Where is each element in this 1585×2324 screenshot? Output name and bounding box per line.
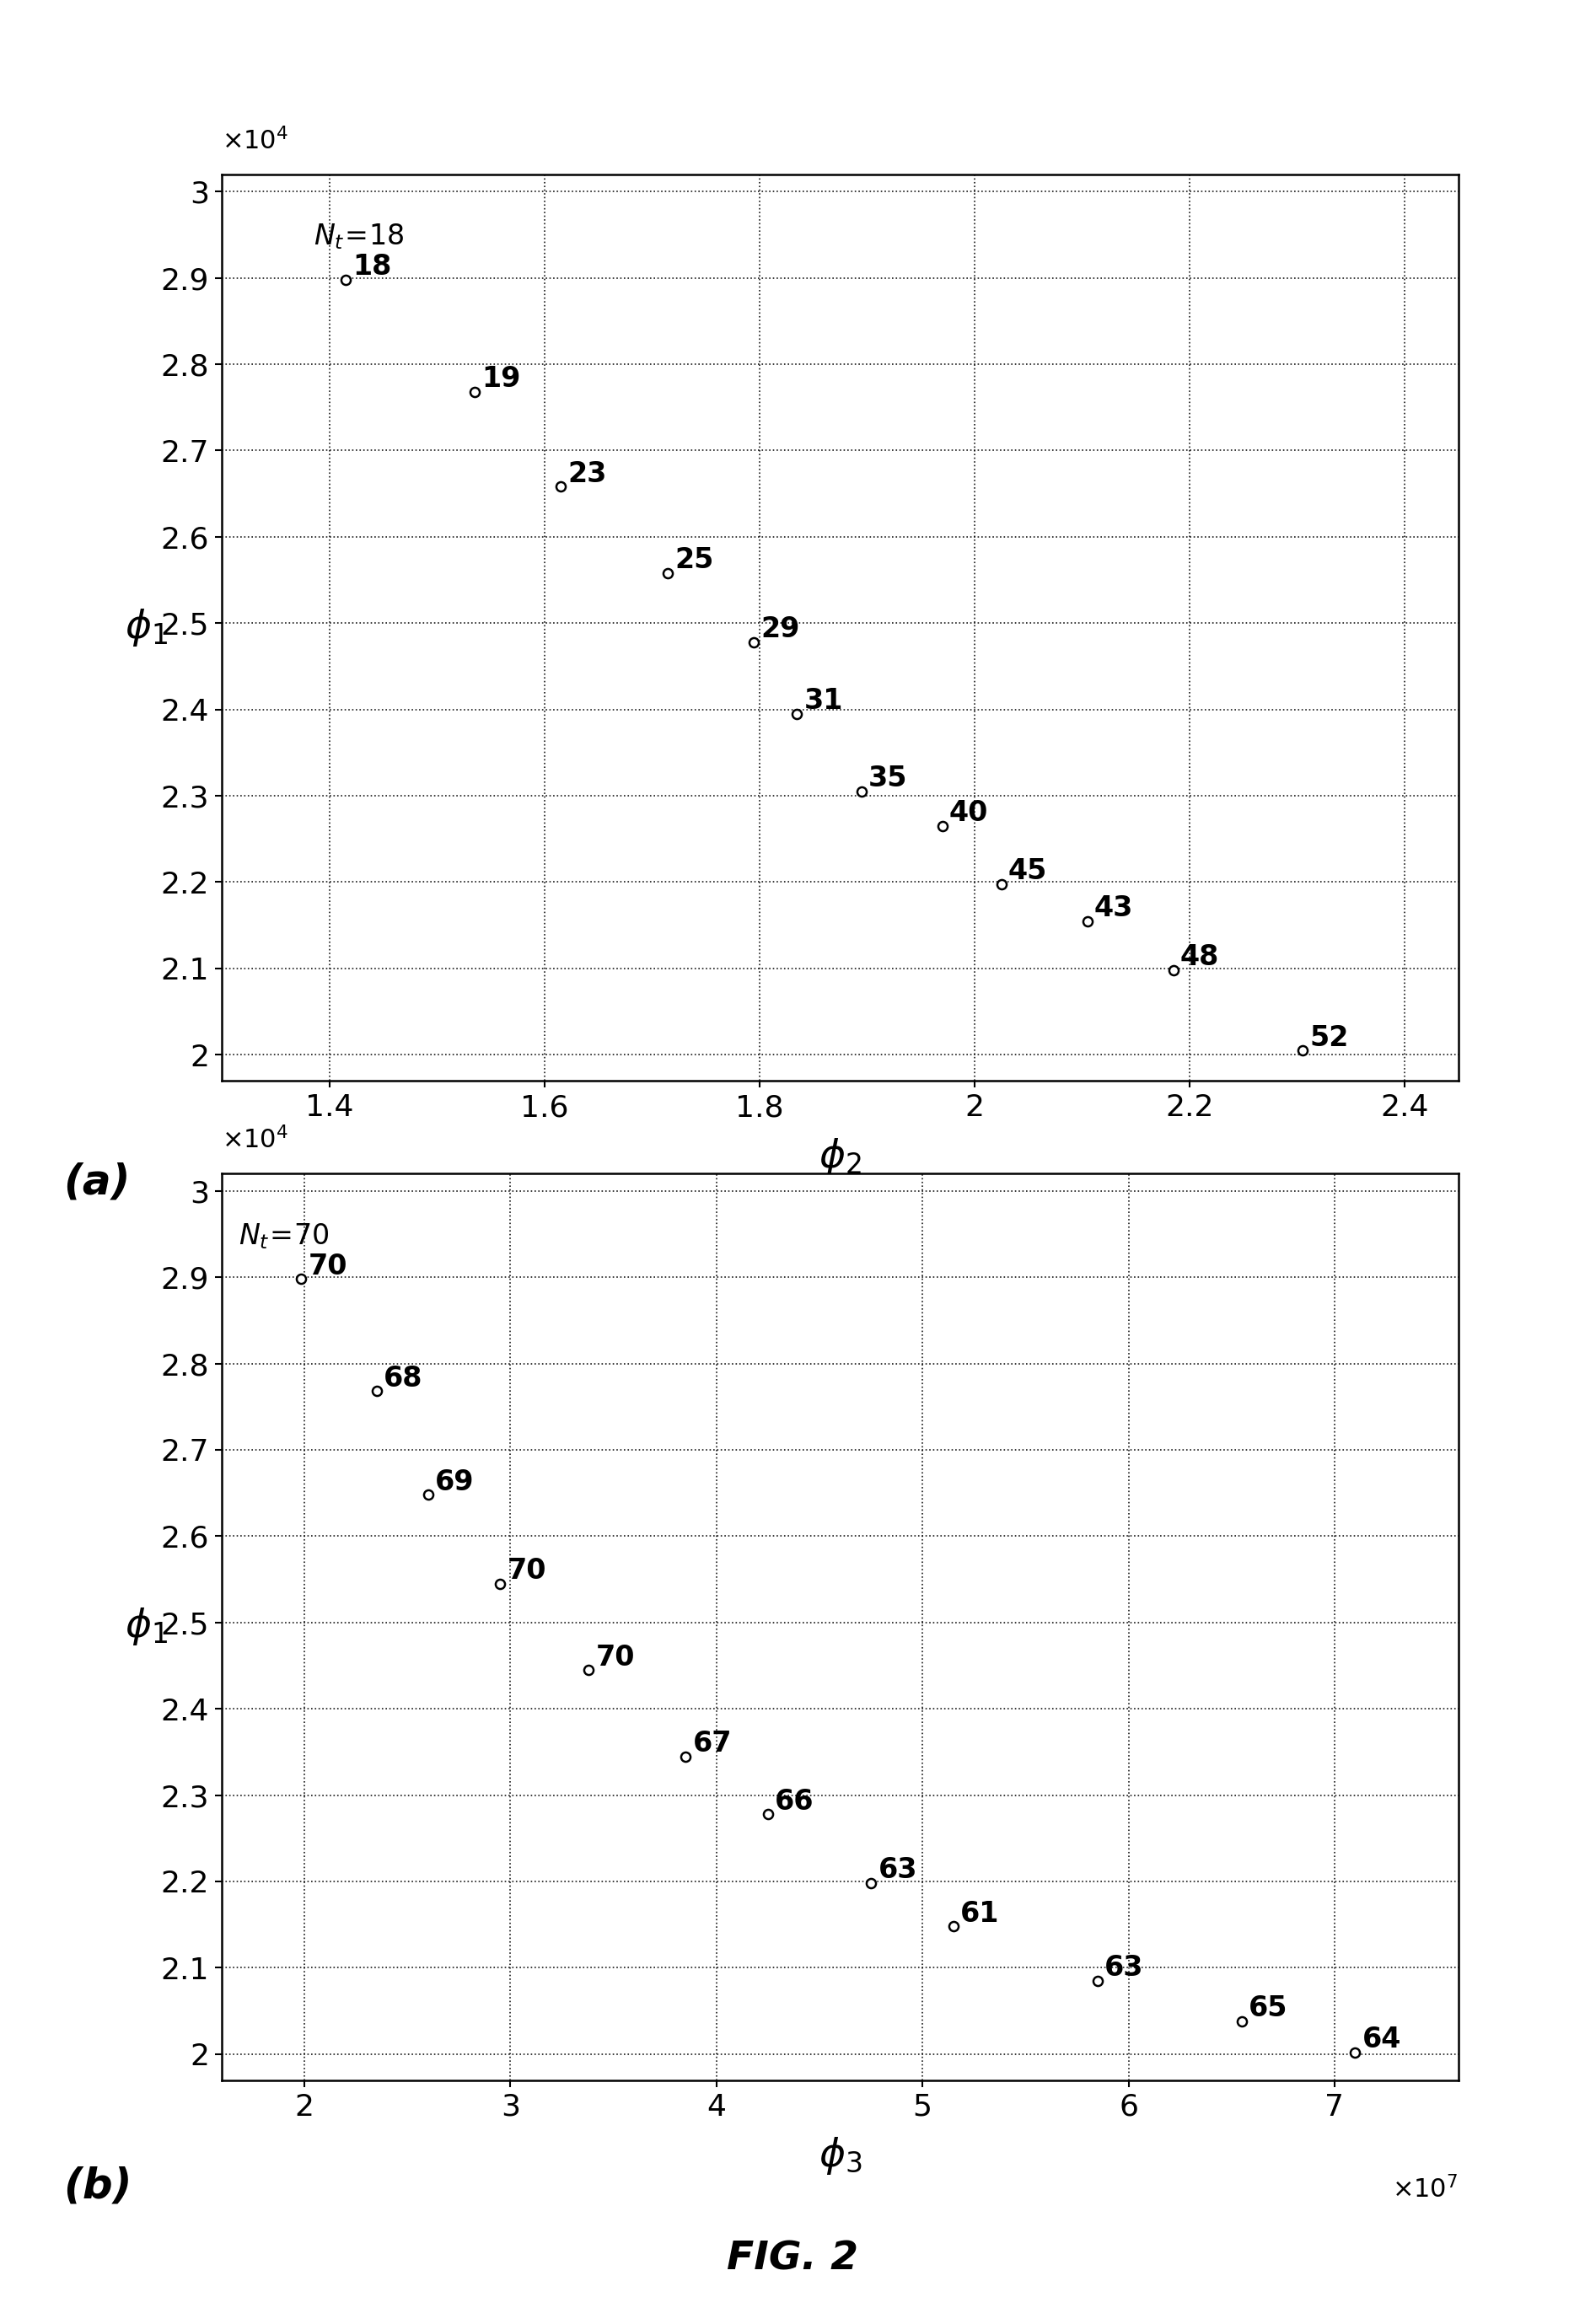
Y-axis label: $\phi_1$: $\phi_1$ — [125, 607, 168, 648]
Text: 52: 52 — [1309, 1025, 1349, 1053]
Text: 25: 25 — [675, 546, 715, 574]
Text: 70: 70 — [596, 1643, 636, 1671]
Text: 18: 18 — [352, 253, 391, 281]
Text: 40: 40 — [949, 799, 989, 827]
Y-axis label: $\phi_1$: $\phi_1$ — [125, 1606, 168, 1648]
Text: 31: 31 — [804, 688, 843, 716]
Text: $\times 10^5$: $\times 10^5$ — [1392, 1176, 1458, 1204]
Text: 23: 23 — [567, 460, 607, 488]
Text: $\times 10^7$: $\times 10^7$ — [1392, 2175, 1458, 2203]
Text: 43: 43 — [1094, 895, 1133, 923]
X-axis label: $\phi_3$: $\phi_3$ — [818, 2136, 862, 2178]
Text: 61: 61 — [961, 1899, 1000, 1927]
X-axis label: $\phi_2$: $\phi_2$ — [818, 1136, 862, 1178]
Text: 19: 19 — [482, 365, 520, 393]
Text: 29: 29 — [761, 616, 800, 644]
Text: 48: 48 — [1181, 944, 1219, 971]
Text: 63: 63 — [1105, 1954, 1144, 1982]
Text: 70: 70 — [507, 1557, 547, 1585]
Text: (a): (a) — [63, 1162, 130, 1202]
Text: $\times 10^4$: $\times 10^4$ — [222, 128, 288, 153]
Text: 70: 70 — [307, 1253, 347, 1281]
Text: 67: 67 — [693, 1729, 732, 1757]
Text: $\times 10^4$: $\times 10^4$ — [222, 1127, 288, 1153]
Text: 68: 68 — [384, 1364, 423, 1392]
Text: 66: 66 — [775, 1787, 815, 1815]
Text: 63: 63 — [878, 1857, 918, 1885]
Text: $N_t\!=\!70$: $N_t\!=\!70$ — [238, 1222, 330, 1250]
Text: FIG. 2: FIG. 2 — [728, 2240, 857, 2278]
Text: 65: 65 — [1249, 1994, 1289, 2022]
Text: 35: 35 — [869, 765, 908, 792]
Text: $N_t\!=\!18$: $N_t\!=\!18$ — [314, 223, 404, 251]
Text: 64: 64 — [1362, 2027, 1401, 2054]
Text: 45: 45 — [1008, 858, 1048, 885]
Text: 69: 69 — [434, 1469, 474, 1497]
Text: (b): (b) — [63, 2166, 132, 2205]
